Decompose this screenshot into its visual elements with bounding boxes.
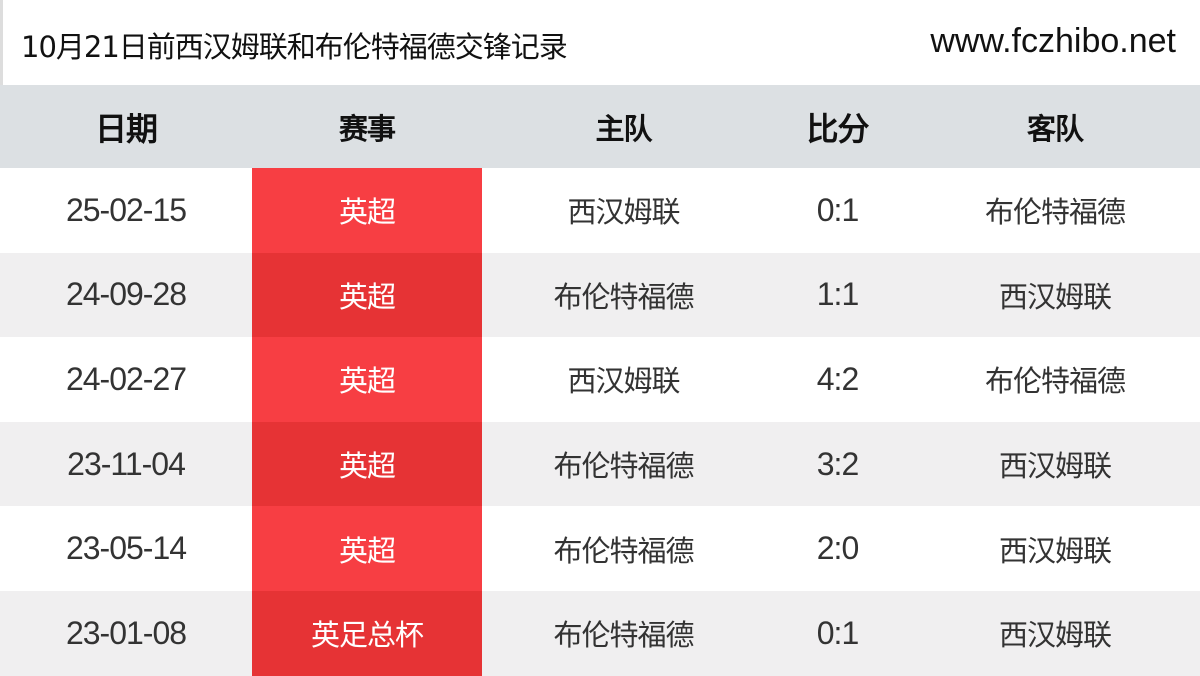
cell-score: 3:2 xyxy=(816,445,859,482)
col-date: 日期 xyxy=(94,110,158,147)
cell-comp: 英超 xyxy=(252,421,482,507)
site-url[interactable]: www.fczhibo.net xyxy=(930,22,1176,60)
cell-away: 西汉姆联 xyxy=(998,533,1112,568)
cell-home: 布伦特福德 xyxy=(553,279,694,314)
cell-comp: 英超 xyxy=(252,506,482,591)
cell-away: 布伦特福德 xyxy=(984,195,1126,230)
cell-score: 1:1 xyxy=(816,276,859,313)
cell-home: 西汉姆联 xyxy=(567,364,680,399)
col-score: 比分 xyxy=(806,110,869,147)
cell-away: 西汉姆联 xyxy=(998,449,1112,484)
table-row: 23-01-08 英足总杯 布伦特福德 0:1 西汉姆联 xyxy=(0,590,1200,676)
col-competition: 赛事 xyxy=(338,111,396,146)
cell-comp: 英超 xyxy=(252,168,482,253)
cell-score: 4:2 xyxy=(816,360,859,397)
cell-comp: 英超 xyxy=(252,252,482,338)
cell-date: 24-02-27 xyxy=(65,360,187,397)
col-away: 客队 xyxy=(1026,111,1084,146)
page-title: 10月21日前西汉姆联和布伦特福德交锋记录 xyxy=(21,30,568,64)
cell-comp: 英足总杯 xyxy=(252,590,482,676)
cell-home: 布伦特福德 xyxy=(553,449,694,484)
cell-date: 23-05-14 xyxy=(65,530,187,567)
cell-score: 0:1 xyxy=(816,614,859,651)
table-row: 23-05-14 英超 布伦特福德 2:0 西汉姆联 xyxy=(0,506,1200,591)
cell-comp: 英超 xyxy=(252,337,482,422)
cell-home: 西汉姆联 xyxy=(567,195,680,230)
cell-date: 24-09-28 xyxy=(65,276,187,313)
cell-date: 23-01-08 xyxy=(65,614,187,651)
cell-home: 布伦特福德 xyxy=(553,618,694,653)
cell-date: 25-02-15 xyxy=(65,191,187,228)
cell-score: 2:0 xyxy=(816,530,859,567)
table-row: 24-09-28 英超 布伦特福德 1:1 西汉姆联 xyxy=(0,252,1200,338)
table-body: 25-02-15 英超 西汉姆联 0:1 布伦特福德 24-09-28 英超 布伦特福德 1:1… xyxy=(0,168,1200,676)
cell-away: 布伦特福德 xyxy=(984,364,1126,399)
cell-away: 西汉姆联 xyxy=(998,279,1112,314)
cell-away: 西汉姆联 xyxy=(998,618,1112,653)
table-row: 23-11-04 英超 布伦特福德 3:2 西汉姆联 xyxy=(0,421,1200,507)
col-home: 主队 xyxy=(595,111,652,146)
table-row: 24-02-27 英超 西汉姆联 4:2 布伦特福德 xyxy=(0,337,1200,422)
page-header: 10月21日前西汉姆联和布伦特福德交锋记录 www.fczhibo.net xyxy=(0,0,1200,85)
table-header: 日期 赛事 主队 比分 客队 xyxy=(0,85,1200,168)
table-row: 25-02-15 英超 西汉姆联 0:1 布伦特福德 xyxy=(0,168,1200,253)
cell-score: 0:1 xyxy=(816,191,859,228)
cell-home: 布伦特福德 xyxy=(553,533,694,568)
cell-date: 23-11-04 xyxy=(67,445,186,482)
